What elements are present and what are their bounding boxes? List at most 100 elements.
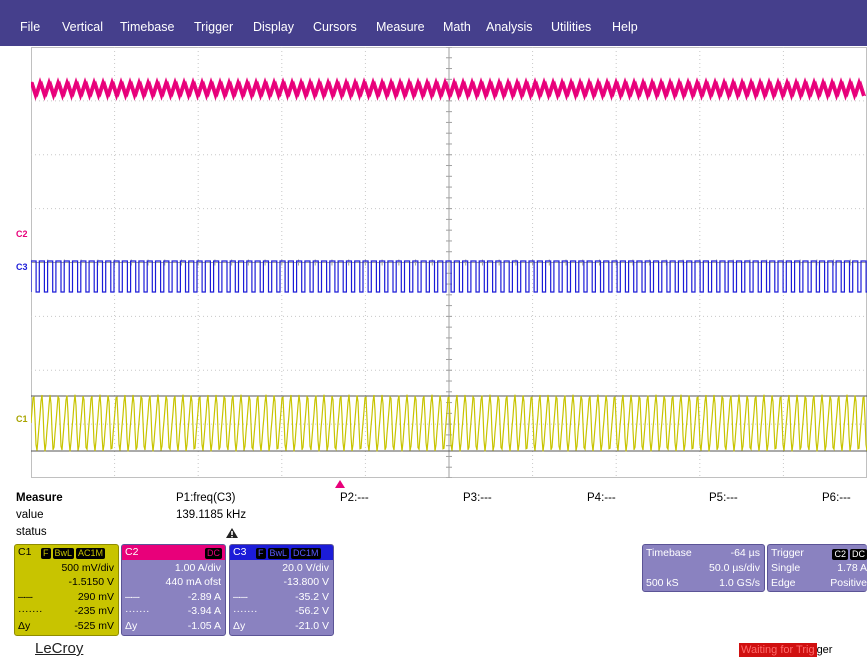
- trigger-mode: Single: [771, 562, 801, 574]
- measure-param-p4[interactable]: P4:---: [587, 492, 616, 504]
- c2-cursor1: -2.89 A: [187, 591, 221, 603]
- c3-scale-row: 20.0 V/div: [230, 561, 333, 575]
- c1-cursor2: -235 mV: [74, 605, 114, 617]
- trigger-slope: Positive: [830, 577, 867, 589]
- lecroy-logo: LeCroy: [35, 640, 84, 657]
- c2-header: C2 DC: [122, 545, 225, 560]
- menu-analysis[interactable]: Analysis: [486, 20, 533, 34]
- trigger-row-3: Edge Positive: [768, 576, 867, 590]
- c3-cursor2: -56.2 V: [295, 605, 329, 617]
- channel-c1-panel[interactable]: C1 F BwL AC1M 500 mV/div -1.5150 V –·–· 290…: [14, 544, 119, 636]
- c1-cursor2-row: ······· -235 mV: [15, 604, 118, 618]
- measure-param-p1[interactable]: P1:freq(C3): [176, 492, 236, 504]
- c1-cursor1: 290 mV: [77, 591, 114, 603]
- c2-scale: 1.00 A/div: [174, 562, 221, 574]
- c2-cursor2-row: ······· -3.94 A: [122, 604, 225, 618]
- measure-param-p3[interactable]: P3:---: [463, 492, 492, 504]
- c3-header: C3 F BwL DC1M: [230, 545, 333, 560]
- measure-param-p6[interactable]: P6:---: [822, 492, 851, 504]
- c3-offset-row: -13.800 V: [230, 575, 333, 589]
- c3-name: C3: [233, 546, 247, 558]
- c2-dy-label: Δy: [125, 620, 138, 632]
- acquisition-status: Waiting for Trig ger: [739, 643, 832, 657]
- timebase-label: Timebase: [646, 547, 692, 559]
- trigger-mode-row: Single: [768, 561, 867, 575]
- channel-c2-panel[interactable]: C2 DC 1.00 A/div 440 mA ofst –·–· -2.89 A…: [121, 544, 226, 636]
- c3-dy-row: Δy -21.0 V: [230, 619, 333, 633]
- menu-utilities[interactable]: Utilities: [551, 20, 592, 34]
- timebase-rate: 1.0 GS/s: [719, 577, 760, 589]
- c2-scale-row: 1.00 A/div: [122, 561, 225, 575]
- c2-tag-coupling: DC: [205, 548, 222, 559]
- measure-param-p2[interactable]: P2:---: [340, 492, 369, 504]
- trigger-row-1: Trigger C2 DC: [768, 546, 867, 560]
- c1-name: C1: [18, 546, 32, 558]
- c3-cursor1-row: –·–· -35.2 V: [230, 590, 333, 604]
- c3-cursor2-row: ······· -56.2 V: [230, 604, 333, 618]
- c2-dy: -1.05 A: [187, 620, 221, 632]
- menu-trigger[interactable]: Trigger: [194, 20, 234, 34]
- cursor2-icon: ·······: [125, 605, 150, 617]
- trigger-label: Trigger: [771, 547, 804, 559]
- c3-cursor1: -35.2 V: [295, 591, 329, 603]
- measure-status-row-label: status: [16, 526, 47, 538]
- status-highlight: Waiting for Trig: [739, 643, 817, 657]
- c2-cursor2: -3.94 A: [187, 605, 221, 617]
- warning-icon: [226, 528, 238, 538]
- cursor1-icon: –·–·: [125, 591, 141, 603]
- trace-label-c2[interactable]: C2: [16, 229, 28, 239]
- timebase-panel[interactable]: Timebase -64 µs 50.0 µs/div 500 kS 1.0 GS/…: [642, 544, 765, 592]
- c3-tag-f: F: [256, 548, 266, 559]
- c2-cursor1-row: –·–· -2.89 A: [122, 590, 225, 604]
- menu-display[interactable]: Display: [253, 20, 294, 34]
- c1-scale: 500 mV/div: [61, 562, 114, 574]
- c3-scale: 20.0 V/div: [282, 562, 329, 574]
- c1-scale-row: 500 mV/div: [15, 561, 118, 575]
- c2-offset: 440 mA ofst: [165, 576, 221, 588]
- menu-help[interactable]: Help: [612, 20, 638, 34]
- trace-label-c3[interactable]: C3: [16, 262, 28, 272]
- menu-file[interactable]: File: [20, 20, 41, 34]
- timebase-row-3: 500 kS 1.0 GS/s: [643, 576, 764, 590]
- timebase-per-div: 50.0 µs/div: [709, 562, 760, 574]
- c2-dy-row: Δy -1.05 A: [122, 619, 225, 633]
- menu-math[interactable]: Math: [443, 20, 471, 34]
- c1-offset-row: -1.5150 V: [15, 575, 118, 589]
- timebase-samples: 500 kS: [646, 577, 679, 589]
- measure-param-p5[interactable]: P5:---: [709, 492, 738, 504]
- timebase-delay: -64 µs: [730, 547, 760, 559]
- cursor2-icon: ·······: [18, 605, 43, 617]
- waveform-display[interactable]: [31, 47, 867, 478]
- cursor2-icon: ·······: [233, 605, 258, 617]
- c3-tag-coupling: DC1M: [291, 548, 321, 559]
- menu-vertical[interactable]: Vertical: [62, 20, 103, 34]
- menu-measure[interactable]: Measure: [376, 20, 425, 34]
- status-rest: ger: [816, 644, 833, 656]
- timebase-row-1: Timebase -64 µs: [643, 546, 764, 560]
- c1-offset: -1.5150 V: [68, 576, 114, 588]
- trigger-type: Edge: [771, 577, 796, 589]
- trigger-row-2: 1.78 A: [768, 561, 867, 575]
- c3-offset: -13.800 V: [283, 576, 329, 588]
- trigger-panel[interactable]: Trigger C2 DC 1.78 A Edge Positive Single: [767, 544, 867, 592]
- c1-tag-coupling: AC1M: [76, 548, 106, 559]
- menu-bar: File Vertical Timebase Trigger Display C…: [0, 0, 867, 46]
- waveform-traces: [31, 77, 867, 452]
- menu-cursors[interactable]: Cursors: [313, 20, 357, 34]
- channel-c3-panel[interactable]: C3 F BwL DC1M 20.0 V/div -13.800 V –·–· -35…: [229, 544, 334, 636]
- c3-dy: -21.0 V: [295, 620, 329, 632]
- c1-dy-label: Δy: [18, 620, 31, 632]
- c1-dy-row: Δy -525 mV: [15, 619, 118, 633]
- trigger-position-marker[interactable]: [335, 480, 345, 488]
- c2-name: C2: [125, 546, 139, 558]
- trigger-level: 1.78 A: [837, 562, 867, 574]
- measure-area: Measure value status P1:freq(C3) P2:--- …: [0, 488, 867, 543]
- measure-value-row-label: value: [16, 509, 44, 521]
- c1-cursor1-row: –·–· 290 mV: [15, 590, 118, 604]
- c1-tag-bwl: BwL: [52, 548, 75, 559]
- c1-header: C1 F BwL AC1M: [15, 545, 118, 560]
- measure-p1-value: 139.1185 kHz: [176, 509, 247, 521]
- menu-timebase[interactable]: Timebase: [120, 20, 175, 34]
- measure-title: Measure: [16, 492, 63, 504]
- trace-label-c1[interactable]: C1: [16, 414, 28, 424]
